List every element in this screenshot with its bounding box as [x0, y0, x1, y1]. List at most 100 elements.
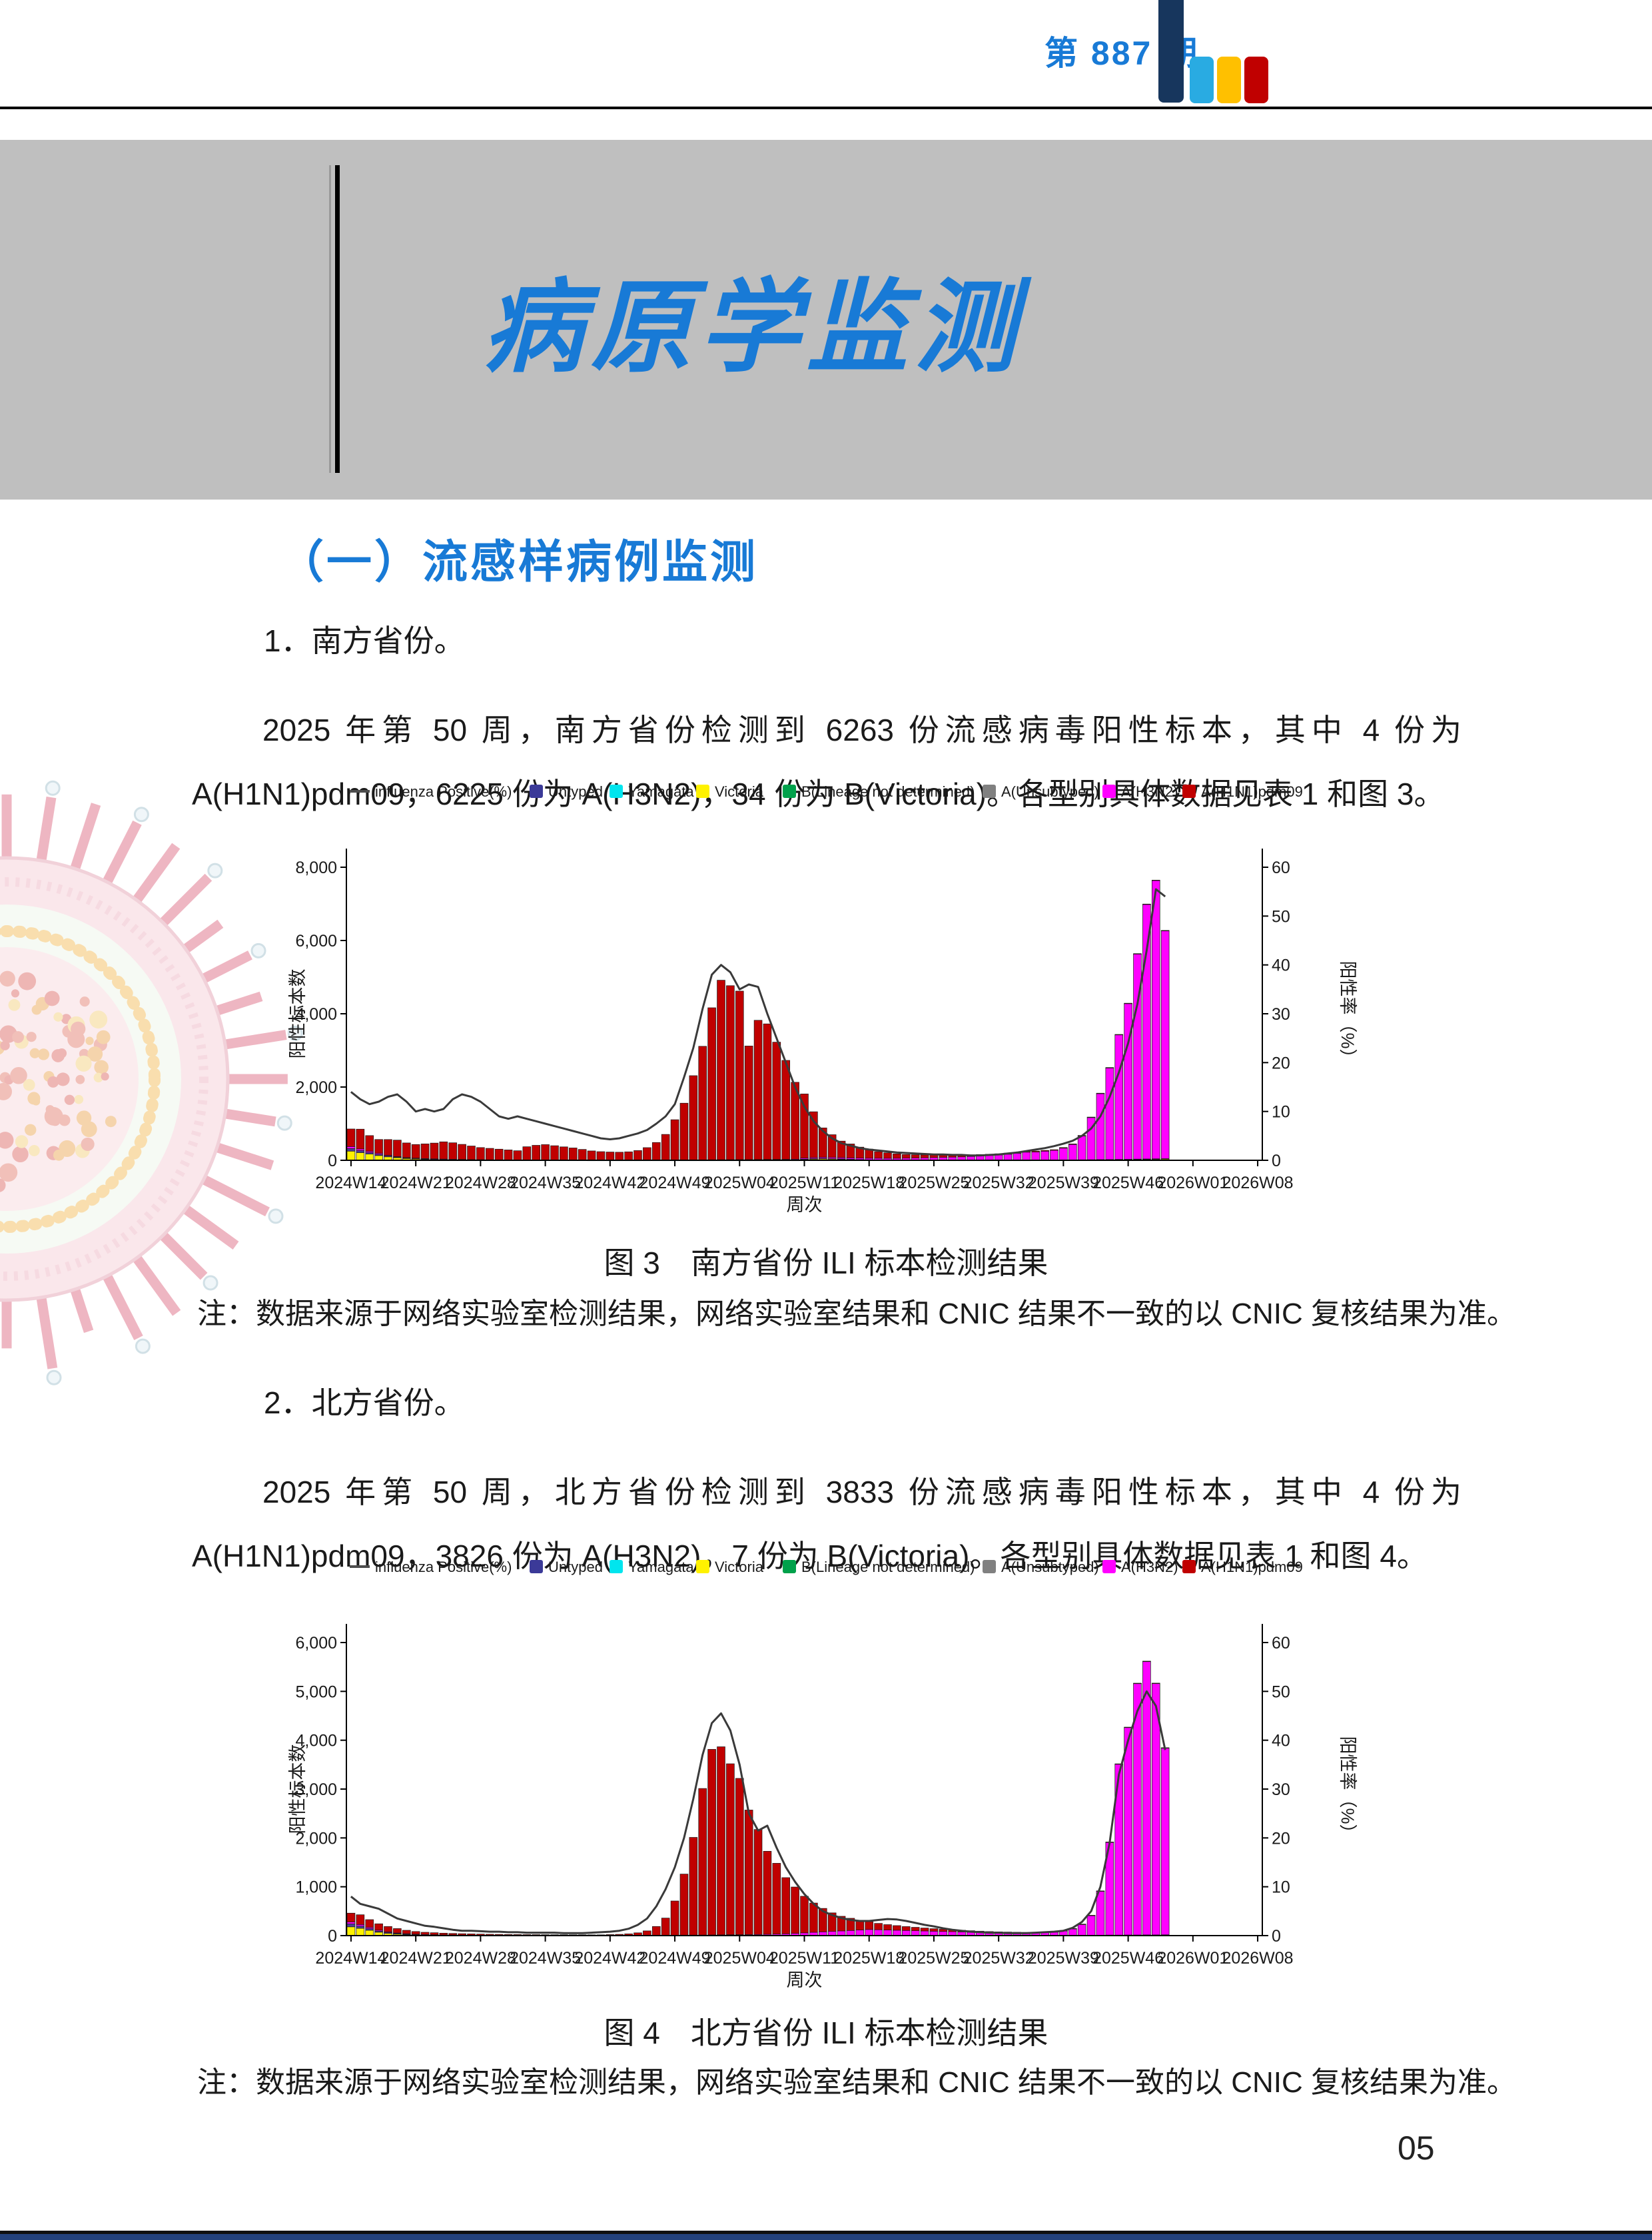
bar-segment-h1n1 — [1114, 1034, 1124, 1036]
svg-text:2025W32: 2025W32 — [963, 1174, 1034, 1192]
bar-segment-h1n1 — [384, 1139, 392, 1156]
bar-segment-h1n1 — [420, 1932, 430, 1935]
bar-segment-h1n1 — [402, 1930, 411, 1934]
bar-segment-h3n2 — [1068, 1144, 1077, 1160]
legend-label: A(H1N1)pdm09 — [1201, 783, 1303, 800]
bar-segment-h1n1 — [679, 1102, 689, 1160]
bar-segment-h3n2 — [1013, 1153, 1022, 1160]
bar-segment-h3n2 — [985, 1155, 994, 1161]
bar-segment-h1n1 — [365, 1135, 374, 1152]
bar-segment-other — [346, 1148, 356, 1152]
svg-text:50: 50 — [1272, 907, 1290, 926]
bar-segment-h3n2 — [865, 1929, 874, 1936]
bar-segment-h1n1 — [1133, 1682, 1142, 1684]
north-chart: influenza Positive(%) Untyped Yamagata Vict… — [288, 1559, 1358, 1990]
svg-text:2025W32: 2025W32 — [963, 1949, 1034, 1968]
bar-segment-h1n1 — [374, 1139, 383, 1154]
bar-segment-h1n1 — [911, 1927, 920, 1932]
bar-segment-victoria — [356, 1928, 365, 1936]
legend-label: Victoria — [715, 783, 764, 800]
legend-swatch — [983, 1560, 996, 1573]
svg-text:10: 10 — [1272, 1103, 1290, 1122]
svg-text:30: 30 — [1272, 1780, 1290, 1799]
bar-segment-h1n1 — [744, 1046, 753, 1160]
legend-label: A(Unsubtyped) — [1001, 1559, 1099, 1575]
north-chart-note: 注：数据来源于网络实验室检测结果，网络实验室结果和 CNIC 结果不一致的以 C… — [197, 2066, 1516, 2099]
bar-segment-h1n1 — [643, 1930, 651, 1936]
svg-text:2026W01: 2026W01 — [1157, 1174, 1228, 1192]
svg-text:2024W28: 2024W28 — [445, 1174, 516, 1192]
bar-segment-other — [356, 1926, 365, 1929]
bar-segment-h1n1 — [865, 1921, 874, 1930]
bar-segment-h1n1 — [1124, 1002, 1132, 1004]
svg-text:2,000: 2,000 — [295, 1078, 337, 1097]
bar-segment-h1n1 — [393, 1928, 402, 1934]
svg-text:2024W35: 2024W35 — [510, 1174, 581, 1192]
bar-segment-h1n1 — [827, 1912, 837, 1932]
svg-text:2025W04: 2025W04 — [704, 1174, 775, 1192]
bar-segment-h3n2 — [957, 1932, 966, 1936]
svg-text:5,000: 5,000 — [295, 1682, 337, 1701]
legend-label: A(Unsubtyped) — [1001, 783, 1099, 800]
bar-segment-h1n1 — [772, 1042, 781, 1160]
bar-segment-h1n1 — [448, 1933, 458, 1936]
bar-segment-h1n1 — [929, 1928, 939, 1932]
bar-segment-h1n1 — [661, 1918, 670, 1936]
legend-label: A(H3N2) — [1121, 1559, 1178, 1575]
bar-segment-h1n1 — [893, 1925, 901, 1931]
bar-segment-h1n1 — [837, 1140, 846, 1158]
legend-swatch — [783, 785, 796, 798]
bar-segment-h1n1 — [596, 1151, 606, 1161]
bar-segment-h1n1 — [1151, 880, 1160, 881]
legend-swatch — [610, 1560, 623, 1573]
page-number: 05 — [1398, 2129, 1435, 2167]
bar-segment-h1n1 — [846, 1144, 855, 1158]
bar-segment-victoria — [374, 1155, 383, 1161]
svg-text:6,000: 6,000 — [295, 1634, 337, 1653]
svg-text:20: 20 — [1272, 1054, 1290, 1072]
bar-segment-victoria — [365, 1154, 374, 1161]
bar-segment-h3n2 — [1050, 1150, 1058, 1160]
bar-segment-h1n1 — [661, 1134, 670, 1160]
x-title: 周次 — [787, 1195, 823, 1215]
svg-text:0: 0 — [1272, 1927, 1281, 1946]
bar-segment-h3n2 — [837, 1930, 846, 1936]
bar-segment-h1n1 — [893, 1153, 901, 1159]
svg-text:20: 20 — [1272, 1829, 1290, 1848]
svg-text:2026W01: 2026W01 — [1157, 1949, 1228, 1968]
bar-segment-h1n1 — [735, 1778, 744, 1935]
bar-segment-h1n1 — [920, 1154, 929, 1158]
subsection-north-title: 2．北方省份。 — [264, 1385, 465, 1420]
x-axis: 2024W142024W212024W282024W352024W422024W… — [315, 1936, 1294, 1968]
bar-segment-h1n1 — [587, 1150, 596, 1161]
bar-segment-h3n2 — [893, 1930, 901, 1936]
bars-layer — [346, 1661, 1170, 1936]
svg-text:60: 60 — [1272, 1634, 1290, 1653]
legend-label: B(Lineage not determined) — [801, 1559, 975, 1575]
banner-title: 病原学监测 — [483, 271, 1023, 384]
svg-text:3,000: 3,000 — [295, 1780, 337, 1799]
bar-segment-h1n1 — [532, 1145, 541, 1160]
bar-segment-h1n1 — [689, 1837, 698, 1936]
bar-segment-h1n1 — [781, 1060, 791, 1160]
bar-segment-h1n1 — [356, 1914, 365, 1925]
y-axis-right: 0 10 20 30 40 50 60 — [1262, 859, 1290, 1170]
legend-swatch — [610, 785, 623, 798]
svg-text:2024W14: 2024W14 — [315, 1174, 386, 1192]
bar-segment-h3n2 — [1142, 904, 1151, 1160]
bar-segment-h3n2 — [1003, 1154, 1013, 1161]
svg-text:30: 30 — [1272, 1005, 1290, 1024]
brand-block-red — [1244, 57, 1268, 103]
svg-text:2024W21: 2024W21 — [380, 1174, 452, 1192]
legend-swatch — [983, 785, 996, 798]
bar-segment-h1n1 — [615, 1152, 624, 1161]
bar-segment-h1n1 — [346, 1912, 356, 1922]
bar-segment-h1n1 — [901, 1154, 911, 1159]
bar-segment-h1n1 — [411, 1931, 420, 1935]
bar-segment-h1n1 — [513, 1150, 522, 1160]
bar-segment-h1n1 — [439, 1932, 448, 1936]
bar-segment-h3n2 — [948, 1931, 957, 1936]
legend-swatch — [530, 785, 543, 798]
legend-label: A(H1N1)pdm09 — [1201, 1559, 1303, 1575]
bar-segment-h1n1 — [541, 1144, 550, 1160]
